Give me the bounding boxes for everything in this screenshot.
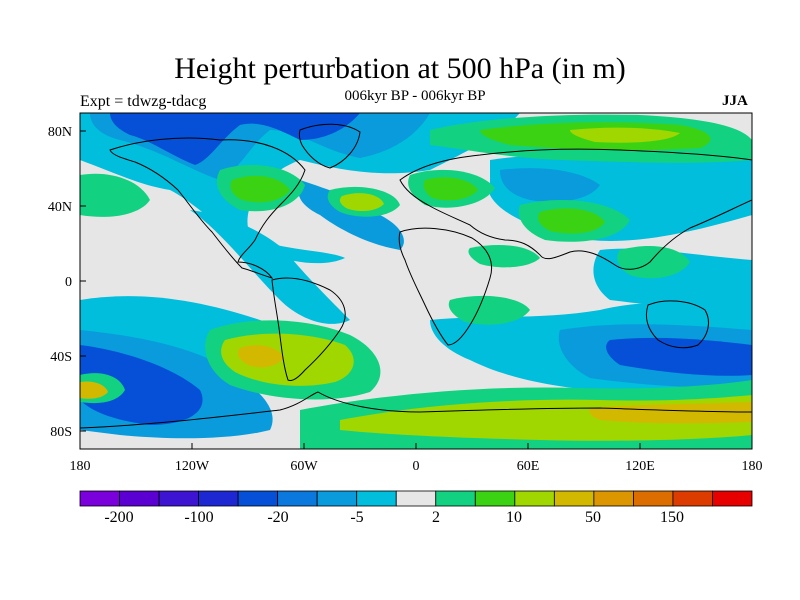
y-tick-label: 80N <box>48 125 72 140</box>
colorbar-label: -20 <box>267 509 288 526</box>
coastline-eurasia <box>399 148 752 270</box>
colorbar-swatch <box>395 490 437 507</box>
colorbar-label: -5 <box>350 509 363 526</box>
coastline-antarctica <box>80 391 752 429</box>
colorbar-swatch <box>553 490 595 507</box>
colorbar-swatch <box>237 490 279 507</box>
y-tick-label: 0 <box>65 275 72 290</box>
colorbar-labels: -200 -100 -20 -5 2 10 50 150 <box>104 509 684 526</box>
anomaly-region-arctic-positive-peak <box>570 127 680 143</box>
colorbar-swatch <box>119 490 160 507</box>
anomaly-region-canada-core <box>230 175 290 203</box>
x-tick-label: 180 <box>742 459 763 474</box>
colorbar-label: -200 <box>104 509 133 526</box>
positive-anomaly-fields <box>80 114 752 449</box>
colorbar-label: 50 <box>585 509 601 526</box>
anomaly-region-tropical-pacific <box>190 210 350 324</box>
anomaly-region-south-atlantic-peak <box>238 345 284 368</box>
x-tick-label: 180 <box>70 459 91 474</box>
colorbar-swatch <box>198 490 239 507</box>
colorbar-label: 10 <box>506 509 522 526</box>
colorbar-swatch <box>435 490 476 507</box>
colorbar-label: -100 <box>184 509 213 526</box>
coastline-australia <box>645 300 709 349</box>
season-label: JJA <box>722 93 748 109</box>
anomaly-region-central-asia <box>500 168 600 202</box>
anomaly-region-mid-atlantic-core <box>339 193 384 212</box>
x-tick-label: 60E <box>517 459 540 474</box>
coastline-greenland <box>298 123 361 169</box>
anomaly-region-south-indian-core <box>606 337 752 376</box>
y-tick-label: 80S <box>50 425 72 440</box>
anomaly-region-arctic-core <box>110 113 360 165</box>
colorbar <box>79 490 753 507</box>
colorbar-swatch <box>474 490 516 507</box>
x-tick-label: 120E <box>625 459 655 474</box>
y-tick-label: 40N <box>48 200 72 215</box>
coastline-north-america <box>109 137 306 279</box>
anomaly-region-southern-ocean-east-peak <box>589 402 752 424</box>
colorbar-swatch <box>356 490 397 507</box>
anomaly-region-west-pacific-positive <box>617 246 690 279</box>
coastline-south-america <box>271 277 346 381</box>
colorbar-swatch <box>277 490 318 507</box>
x-tick-label: 60W <box>290 459 318 474</box>
map-title: Height perturbation at 500 hPa (in m) <box>174 52 626 85</box>
anomaly-region-southern-ocean-core <box>80 345 203 425</box>
colorbar-swatch <box>712 490 753 507</box>
anomaly-region-europe-core <box>423 177 478 201</box>
colorbar-swatch <box>593 490 634 507</box>
anomaly-region-tibet-core <box>538 208 605 234</box>
y-tick-label: 40S <box>50 350 72 365</box>
map-plot-area <box>80 113 752 449</box>
coastline-africa <box>398 227 493 346</box>
colorbar-swatch <box>514 490 555 507</box>
axis-ticks <box>79 130 753 449</box>
experiment-label: Expt = tdwzg-tdacg <box>80 93 207 110</box>
y-axis-labels: 80N 40N 0 40S 80S <box>48 125 72 440</box>
colorbar-label: 2 <box>432 509 440 526</box>
colorbar-swatch <box>672 490 713 507</box>
colorbar-swatch <box>316 490 358 507</box>
colorbar-swatch <box>633 490 674 507</box>
colorbar-swatch <box>79 490 120 507</box>
x-tick-label: 0 <box>413 459 420 474</box>
colorbar-swatch <box>158 490 199 507</box>
map-subtitle: 006kyr BP - 006kyr BP <box>344 88 486 104</box>
anomaly-region-north-pacific <box>80 173 150 217</box>
anomaly-region-south-indian-positive <box>448 295 530 325</box>
x-axis-labels: 180 120W 60W 0 60E 120E 180 <box>70 459 763 474</box>
coastlines <box>80 123 752 429</box>
x-tick-label: 120W <box>175 459 210 474</box>
colorbar-label: 150 <box>660 509 684 526</box>
anomaly-region-south-pacific-west-core <box>80 381 108 399</box>
